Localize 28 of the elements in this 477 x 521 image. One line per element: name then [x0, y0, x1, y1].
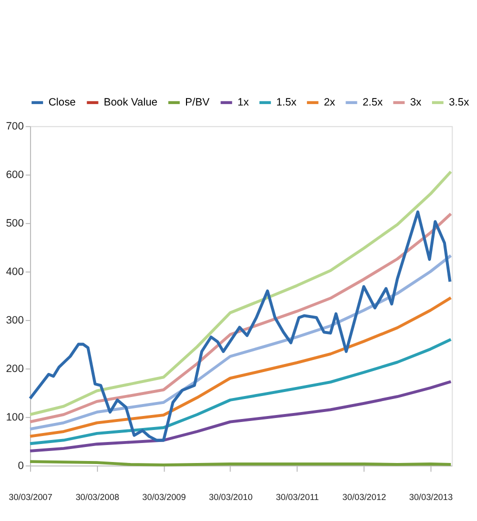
legend-label: 3.5x: [448, 96, 470, 109]
legend-label: Close: [48, 96, 76, 109]
legend-label: P/BV: [185, 96, 210, 109]
y-tick-label: 700: [6, 120, 24, 133]
line-series: [28, 296, 452, 438]
line-series: [28, 338, 452, 446]
legend-label: 2x: [324, 96, 336, 109]
legend-label: 2.5x: [362, 96, 384, 109]
x-tick-label: 30/03/2013: [409, 492, 453, 502]
y-tick-label: 200: [6, 362, 24, 375]
x-tick-label: 30/03/2009: [142, 492, 186, 502]
x-tick-label: 30/03/2008: [76, 492, 120, 502]
y-tick-label: 300: [6, 314, 24, 326]
line-series: [28, 380, 452, 452]
x-tick-label: 30/03/2011: [276, 492, 320, 502]
x-tick-label: 30/03/2012: [342, 492, 386, 502]
y-tick-label: 0: [18, 460, 24, 472]
legend-label: 1.5x: [276, 96, 298, 109]
y-tick-label: 600: [6, 168, 24, 181]
x-tick-label: 30/03/2007: [8, 492, 53, 502]
x-tick-label: 30/03/2010: [208, 492, 253, 502]
legend-label: 3x: [410, 96, 422, 109]
legend-label: 1x: [238, 96, 250, 109]
line-series: [28, 170, 452, 416]
y-tick-label: 100: [6, 411, 24, 424]
legend-label: Book Value: [104, 96, 158, 109]
y-tick-label: 500: [6, 217, 24, 230]
y-tick-label: 400: [6, 266, 24, 278]
